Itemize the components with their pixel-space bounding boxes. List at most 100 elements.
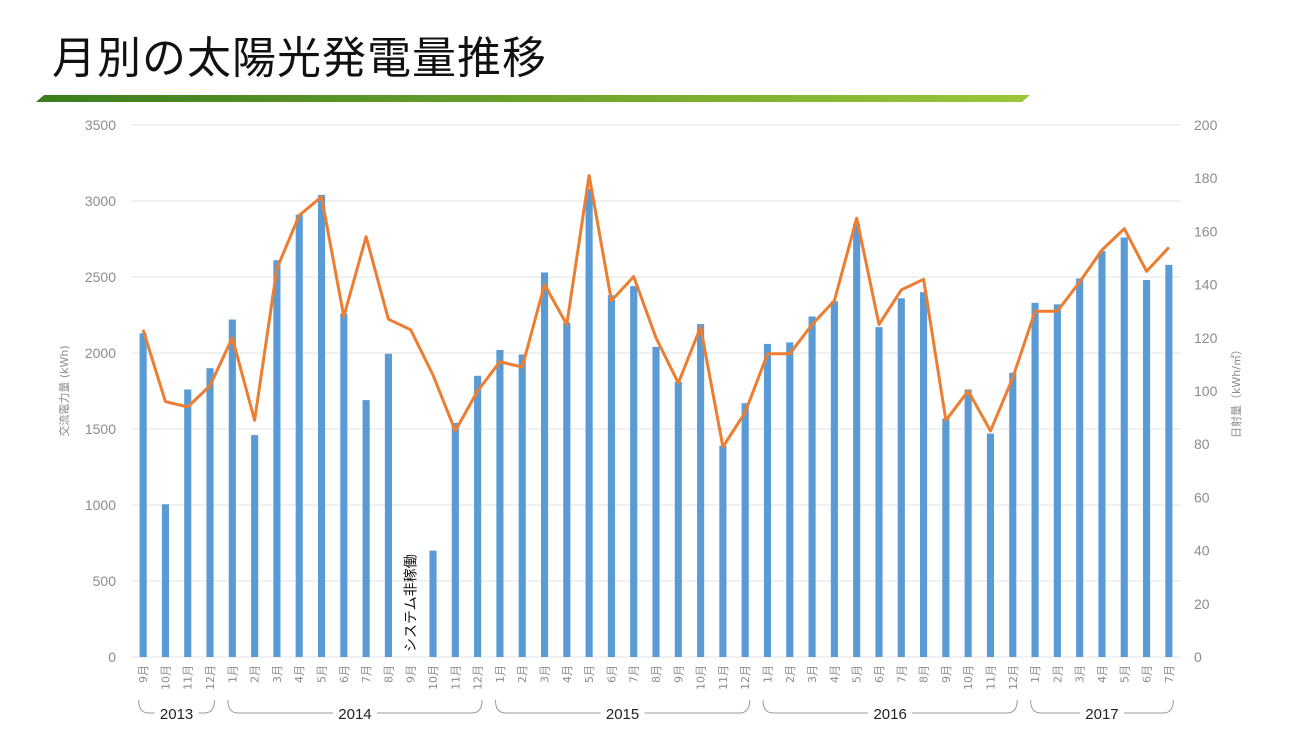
bar bbox=[1053, 304, 1061, 657]
bar bbox=[652, 346, 660, 657]
irradiance-line bbox=[141, 174, 1170, 449]
x-tick-label: 6月 bbox=[873, 665, 886, 683]
bar bbox=[451, 422, 459, 657]
year-label-bg bbox=[154, 703, 199, 723]
bar bbox=[1098, 251, 1106, 657]
bar bbox=[1009, 372, 1017, 657]
year-label: 2013 bbox=[160, 706, 193, 723]
x-tick-label: 2月 bbox=[516, 665, 529, 683]
y-left-tick-label: 1500 bbox=[85, 421, 116, 437]
y-right-tick-label: 180 bbox=[1194, 170, 1218, 186]
x-tick-label: 5月 bbox=[316, 665, 329, 683]
x-tick-label: 9月 bbox=[405, 665, 418, 683]
y-right-tick-label: 100 bbox=[1194, 383, 1218, 399]
x-tick-label: 8月 bbox=[918, 665, 931, 683]
x-tick-label: 8月 bbox=[382, 665, 395, 683]
x-tick-label: 4月 bbox=[561, 665, 574, 683]
x-tick-label: 10月 bbox=[695, 665, 708, 690]
y-left-tick-label: 2000 bbox=[85, 345, 116, 361]
line-series bbox=[141, 174, 1170, 449]
y-right-tick-label: 140 bbox=[1194, 277, 1218, 293]
bar bbox=[295, 214, 303, 657]
y-left-tick-label: 3000 bbox=[85, 193, 116, 209]
x-tick-label: 4月 bbox=[828, 665, 841, 683]
bar bbox=[251, 435, 259, 657]
y-left-tick-label: 1000 bbox=[85, 497, 116, 513]
bar bbox=[384, 353, 392, 657]
annotations: システム非稼働 bbox=[404, 554, 420, 652]
bar bbox=[1076, 278, 1084, 657]
bar bbox=[1165, 264, 1173, 657]
x-tick-label: 12月 bbox=[472, 665, 485, 690]
x-tick-label: 3月 bbox=[271, 665, 284, 683]
x-tick-label: 11月 bbox=[449, 665, 462, 690]
x-tick-label: 7月 bbox=[628, 665, 641, 683]
x-tick-label: 10月 bbox=[427, 665, 440, 690]
bar bbox=[763, 343, 772, 657]
x-tick-label: 2月 bbox=[1051, 665, 1064, 683]
bar bbox=[920, 292, 928, 657]
bar bbox=[897, 298, 905, 657]
x-tick-label: 11月 bbox=[984, 665, 997, 690]
x-tick-label: 5月 bbox=[583, 665, 596, 683]
y-right-tick-label: 20 bbox=[1194, 596, 1210, 612]
x-tick-label: 11月 bbox=[182, 665, 195, 690]
bar bbox=[1031, 302, 1039, 657]
bar bbox=[964, 389, 972, 657]
bar bbox=[340, 313, 348, 657]
y-right-tick-label: 120 bbox=[1194, 330, 1218, 346]
bar bbox=[228, 319, 236, 657]
bar bbox=[741, 403, 749, 657]
year-label: 2017 bbox=[1085, 706, 1118, 723]
x-tick-label: 2月 bbox=[784, 665, 797, 683]
y-right-tick-label: 80 bbox=[1194, 436, 1210, 452]
year-label-bg bbox=[868, 703, 913, 723]
y-right-tick-label: 0 bbox=[1194, 649, 1202, 665]
y-right-axis-title: 日射量（kWh/㎡） bbox=[1229, 344, 1243, 438]
bar bbox=[496, 349, 504, 657]
x-tick-label: 6月 bbox=[1141, 665, 1154, 683]
x-tick-label: 2月 bbox=[249, 665, 262, 683]
title-underline bbox=[36, 95, 1030, 102]
x-tick-label: 7月 bbox=[895, 665, 908, 683]
bar bbox=[161, 504, 170, 657]
x-tick-label: 9月 bbox=[137, 665, 150, 683]
bar bbox=[273, 260, 281, 657]
page-title: 月別の太陽光発電量推移 bbox=[52, 33, 547, 84]
bar bbox=[875, 327, 883, 657]
x-tick-label: 4月 bbox=[1096, 665, 1109, 683]
annotation-label: システム非稼働 bbox=[404, 554, 420, 652]
year-label: 2016 bbox=[873, 706, 906, 723]
x-tick-label: 10月 bbox=[962, 665, 975, 690]
y-left-tick-label: 500 bbox=[93, 573, 117, 589]
x-tick-label: 12月 bbox=[739, 665, 752, 690]
bar bbox=[697, 324, 705, 657]
x-tick-label: 9月 bbox=[672, 665, 685, 683]
x-tick-label: 5月 bbox=[1118, 665, 1131, 683]
bar bbox=[1120, 237, 1128, 658]
y-right-tick-label: 200 bbox=[1194, 117, 1218, 133]
x-tick-label: 3月 bbox=[1074, 665, 1087, 683]
bar bbox=[607, 295, 615, 657]
bar bbox=[184, 389, 192, 657]
y-right-tick-label: 160 bbox=[1194, 223, 1218, 239]
bar bbox=[630, 286, 638, 657]
x-tick-label: 6月 bbox=[605, 665, 618, 683]
bar bbox=[830, 301, 838, 657]
y-left-tick-label: 0 bbox=[108, 649, 116, 665]
bar bbox=[674, 381, 682, 657]
year-label-bg bbox=[600, 703, 645, 723]
x-tick-label: 3月 bbox=[539, 665, 552, 683]
x-tick-label: 9月 bbox=[940, 665, 953, 683]
x-tick-label: 8月 bbox=[650, 665, 663, 683]
bar bbox=[786, 342, 794, 657]
x-tick-label: 7月 bbox=[1163, 665, 1176, 683]
bar bbox=[317, 194, 326, 658]
x-tick-label: 4月 bbox=[293, 665, 306, 683]
bar bbox=[719, 445, 727, 657]
bar bbox=[139, 333, 147, 657]
bar bbox=[942, 418, 950, 657]
x-tick-label: 12月 bbox=[1007, 665, 1020, 690]
year-label: 2014 bbox=[338, 706, 371, 723]
